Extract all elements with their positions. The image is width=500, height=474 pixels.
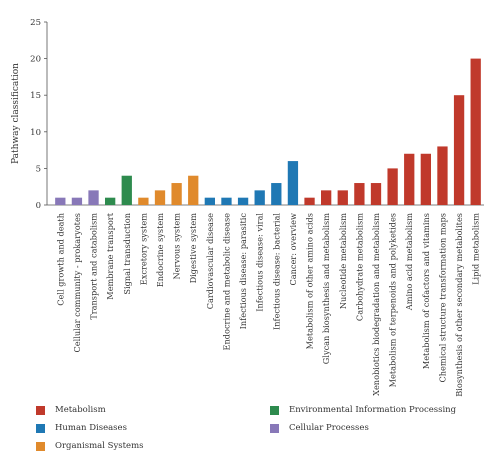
bar bbox=[304, 197, 315, 205]
x-tick-label: Infectious disease: bacterial bbox=[271, 213, 281, 330]
bar bbox=[354, 183, 365, 205]
bar bbox=[154, 190, 166, 205]
bar bbox=[404, 153, 415, 205]
bar bbox=[237, 197, 249, 205]
bar bbox=[337, 190, 348, 205]
bar bbox=[437, 146, 448, 205]
bar bbox=[55, 197, 66, 205]
bar bbox=[121, 175, 132, 205]
x-tick-label: Membrane transport bbox=[105, 212, 115, 299]
x-tick-label: Cell growth and death bbox=[55, 212, 65, 305]
x-tick-label: Cancer: overview bbox=[288, 213, 298, 286]
bar bbox=[171, 183, 182, 205]
bar bbox=[321, 190, 332, 205]
bar bbox=[470, 58, 481, 205]
x-tick-label: Signal transduction bbox=[122, 212, 132, 294]
y-tick-label: 0 bbox=[36, 201, 41, 211]
bar bbox=[221, 197, 232, 205]
bar bbox=[204, 197, 215, 205]
bar bbox=[254, 190, 265, 205]
y-tick-label: 15 bbox=[30, 91, 41, 101]
x-tick-label: Transport and catabolism bbox=[89, 213, 99, 320]
x-tick-label: Cellular community - prokaryotes bbox=[72, 213, 82, 352]
x-tick-label: Glycan biosynthesis and metabolism bbox=[321, 213, 331, 364]
x-tick-label: Digestive system bbox=[188, 213, 198, 284]
x-tick-label: Chemical structure transformation maps bbox=[437, 213, 447, 383]
x-tick-label: Amino acid metabolism bbox=[404, 213, 414, 311]
y-tick-label: 25 bbox=[30, 18, 41, 28]
y-axis-label: Pathway classification bbox=[11, 63, 21, 164]
y-tick-label: 20 bbox=[30, 55, 41, 65]
x-tick-label: Carbohydrate metabolism bbox=[354, 213, 364, 321]
bar bbox=[420, 153, 431, 205]
x-axis-labels: Cell growth and death Cellular community … bbox=[55, 212, 480, 396]
y-tick-label: 5 bbox=[36, 164, 41, 174]
bar bbox=[138, 197, 149, 205]
bar bbox=[271, 183, 282, 205]
bars bbox=[55, 58, 481, 205]
bar bbox=[188, 175, 199, 205]
bar bbox=[105, 197, 116, 205]
x-tick-label: Nervous system bbox=[172, 213, 182, 280]
x-tick-label: Infectious disease: viral bbox=[255, 213, 265, 312]
x-tick-label: Metabolism of other amino acids bbox=[305, 213, 315, 349]
x-tick-label: Biosynthesis of other secondary metaboli… bbox=[454, 213, 464, 397]
y-axis: 0 5 10 15 20 25 bbox=[30, 18, 484, 211]
x-tick-label: Cardiovascular disease bbox=[205, 213, 215, 309]
bar bbox=[287, 161, 299, 205]
bar bbox=[71, 197, 83, 205]
bar bbox=[453, 95, 465, 205]
x-tick-label: Lipid metabolism bbox=[471, 213, 481, 285]
x-tick-label: Infectious disease: parasitic bbox=[238, 213, 248, 330]
bar bbox=[387, 168, 398, 205]
x-tick-label: Metabolism of cofactors and vitamins bbox=[421, 213, 431, 369]
bar bbox=[370, 183, 382, 205]
x-tick-label: Excretory system bbox=[138, 213, 148, 285]
x-tick-label: Endocrine and metabolic disease bbox=[221, 213, 231, 351]
x-tick-label: Metabolism of terpenoids and polyketides bbox=[388, 213, 398, 387]
x-tick-label: Endocrine system bbox=[155, 213, 165, 287]
y-tick-label: 10 bbox=[30, 128, 41, 138]
x-tick-label: Nucleotide metabolism bbox=[338, 213, 348, 309]
x-tick-label: Xenobiotics biodegradation and metabolis… bbox=[371, 213, 381, 396]
bar bbox=[88, 190, 99, 205]
